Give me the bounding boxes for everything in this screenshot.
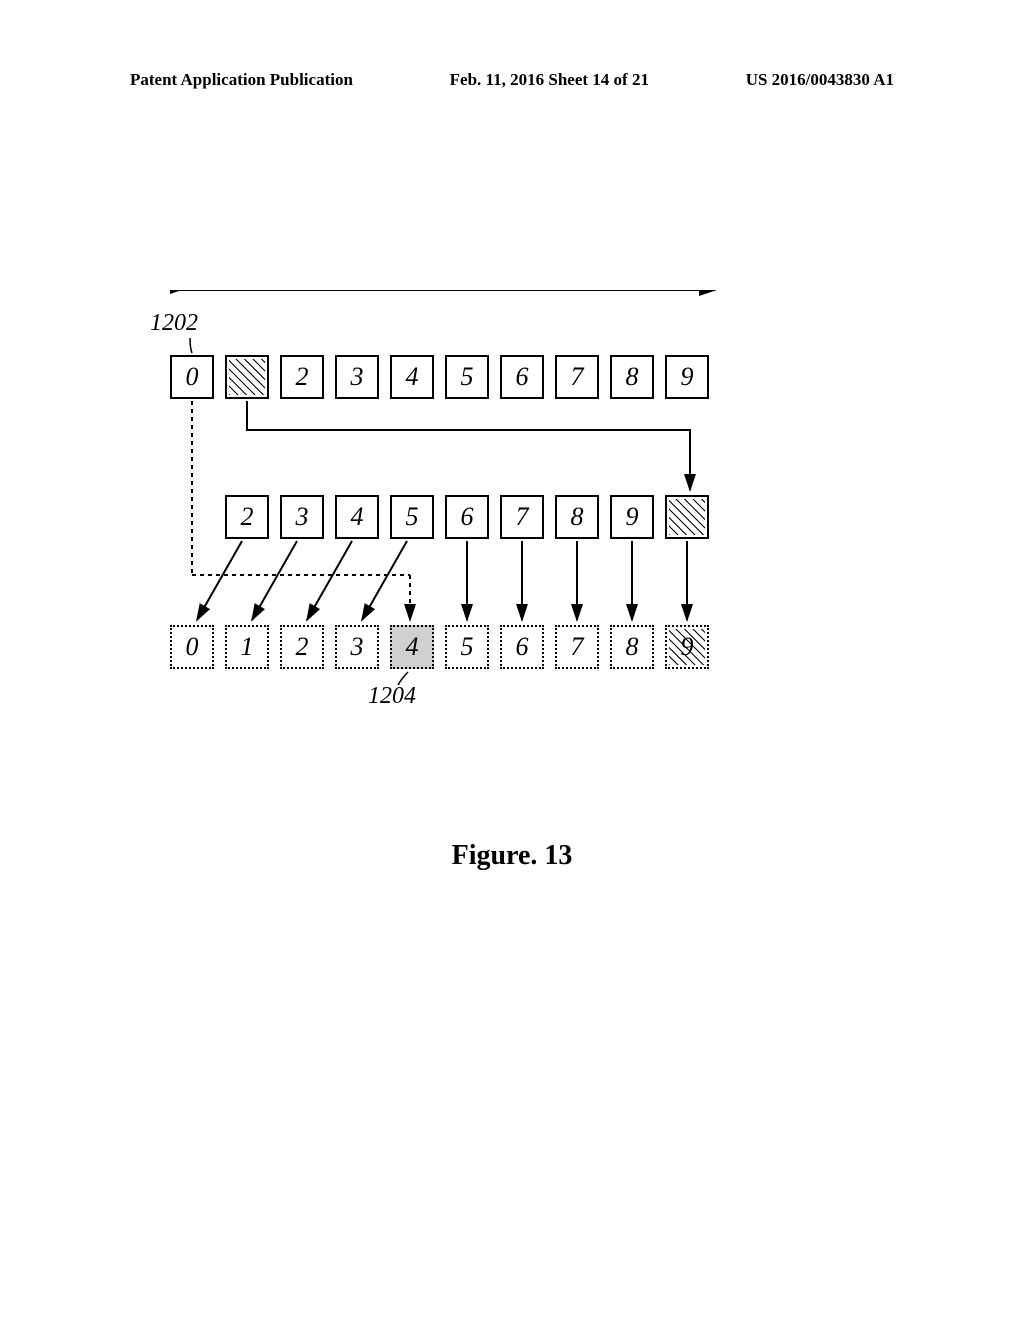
row3-cell-3: 3 [335, 625, 379, 669]
row-1: 0 23456789 [170, 355, 709, 399]
row3-cell-4: 4 [390, 625, 434, 669]
row1-cell-2: 2 [280, 355, 324, 399]
header-left: Patent Application Publication [130, 70, 353, 90]
row2-cell-5: 7 [500, 495, 544, 539]
row3-cell-5: 5 [445, 625, 489, 669]
row2-cell-3: 5 [390, 495, 434, 539]
row1-cell-3: 3 [335, 355, 379, 399]
row1-cell-7: 7 [555, 355, 599, 399]
row3-cell-0: 0 [170, 625, 214, 669]
page-header: Patent Application Publication Feb. 11, … [0, 70, 1024, 90]
label-1204: 1204 [368, 683, 416, 710]
figure-caption: Figure. 13 [0, 840, 1024, 872]
row2-cell-8 [665, 495, 709, 539]
row3-cell-6: 6 [500, 625, 544, 669]
row1-cell-1 [225, 355, 269, 399]
row2-cell-0: 2 [225, 495, 269, 539]
row3-cell-8: 8 [610, 625, 654, 669]
row1-cell-4: 4 [390, 355, 434, 399]
row1-cell-5: 5 [445, 355, 489, 399]
row3-cell-7: 7 [555, 625, 599, 669]
row2-cell-1: 3 [280, 495, 324, 539]
row3-cell-1: 1 [225, 625, 269, 669]
label-1202: 1202 [150, 310, 198, 337]
row1-cell-0: 0 [170, 355, 214, 399]
row3-cell-2: 2 [280, 625, 324, 669]
row2-cell-6: 8 [555, 495, 599, 539]
row1-cell-6: 6 [500, 355, 544, 399]
row3-cell-9: 9 [665, 625, 709, 669]
row1-cell-9: 9 [665, 355, 709, 399]
row2-cell-7: 9 [610, 495, 654, 539]
row1-cell-8: 8 [610, 355, 654, 399]
header-right: US 2016/0043830 A1 [746, 70, 894, 90]
row-2: 23456789 [225, 495, 709, 539]
row-3: 0123456789 [170, 625, 709, 669]
diagram: 1202 023456789 23456789 0123456789 1204 [170, 290, 725, 710]
header-center: Feb. 11, 2016 Sheet 14 of 21 [450, 70, 649, 90]
row2-cell-2: 4 [335, 495, 379, 539]
row2-cell-4: 6 [445, 495, 489, 539]
